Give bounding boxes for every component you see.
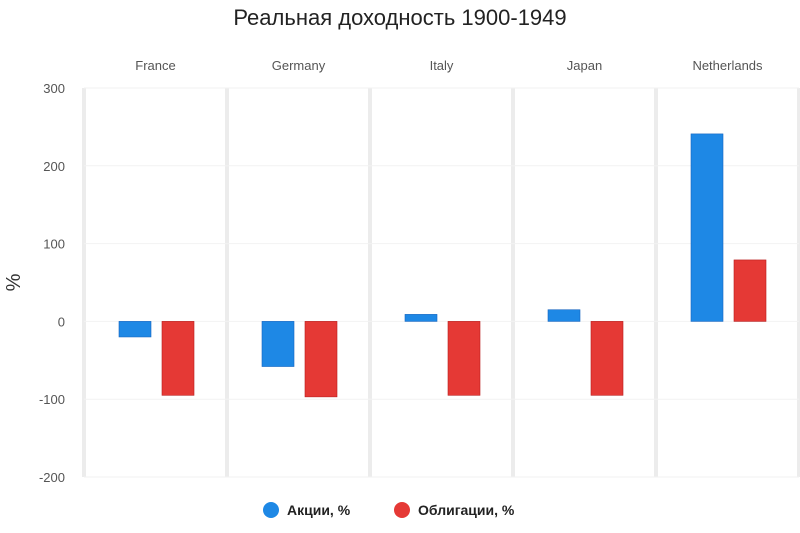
legend-label-stocks: Акции, % [287,502,351,518]
facet-panel-germany [231,88,366,477]
facet-label-france: France [135,58,175,73]
bar-japan-bonds [590,321,624,396]
chart-title: Реальная доходность 1900-1949 [233,5,566,30]
y-tick-label: 300 [43,81,65,96]
facet-label-japan: Japan [567,58,602,73]
bar-france-bonds [161,321,195,396]
y-axis-label: % [3,273,25,291]
facet-label-italy: Italy [430,58,454,73]
facet-panel-netherlands [660,88,795,477]
bar-germany-stocks [261,321,295,367]
y-tick-label: -100 [39,392,65,407]
legend-marker-bonds [394,502,410,518]
bar-netherlands-stocks [690,133,724,322]
facet-panel-france [88,88,223,477]
y-tick-label: 200 [43,159,65,174]
legend-marker-stocks [263,502,279,518]
y-tick-label: -200 [39,470,65,485]
facet-panel-japan [517,88,652,477]
bar-netherlands-bonds [733,259,767,322]
y-tick-label: 100 [43,237,65,252]
legend-label-bonds: Облигации, % [418,502,515,518]
bar-italy-stocks [404,314,438,322]
bar-france-stocks [118,321,152,338]
bar-germany-bonds [304,321,338,398]
y-tick-label: 0 [58,314,65,329]
facet-label-germany: Germany [272,58,326,73]
bar-japan-stocks [547,309,581,322]
facet-panel-italy [374,88,509,477]
facet-label-netherlands: Netherlands [692,58,763,73]
bar-italy-bonds [447,321,481,396]
